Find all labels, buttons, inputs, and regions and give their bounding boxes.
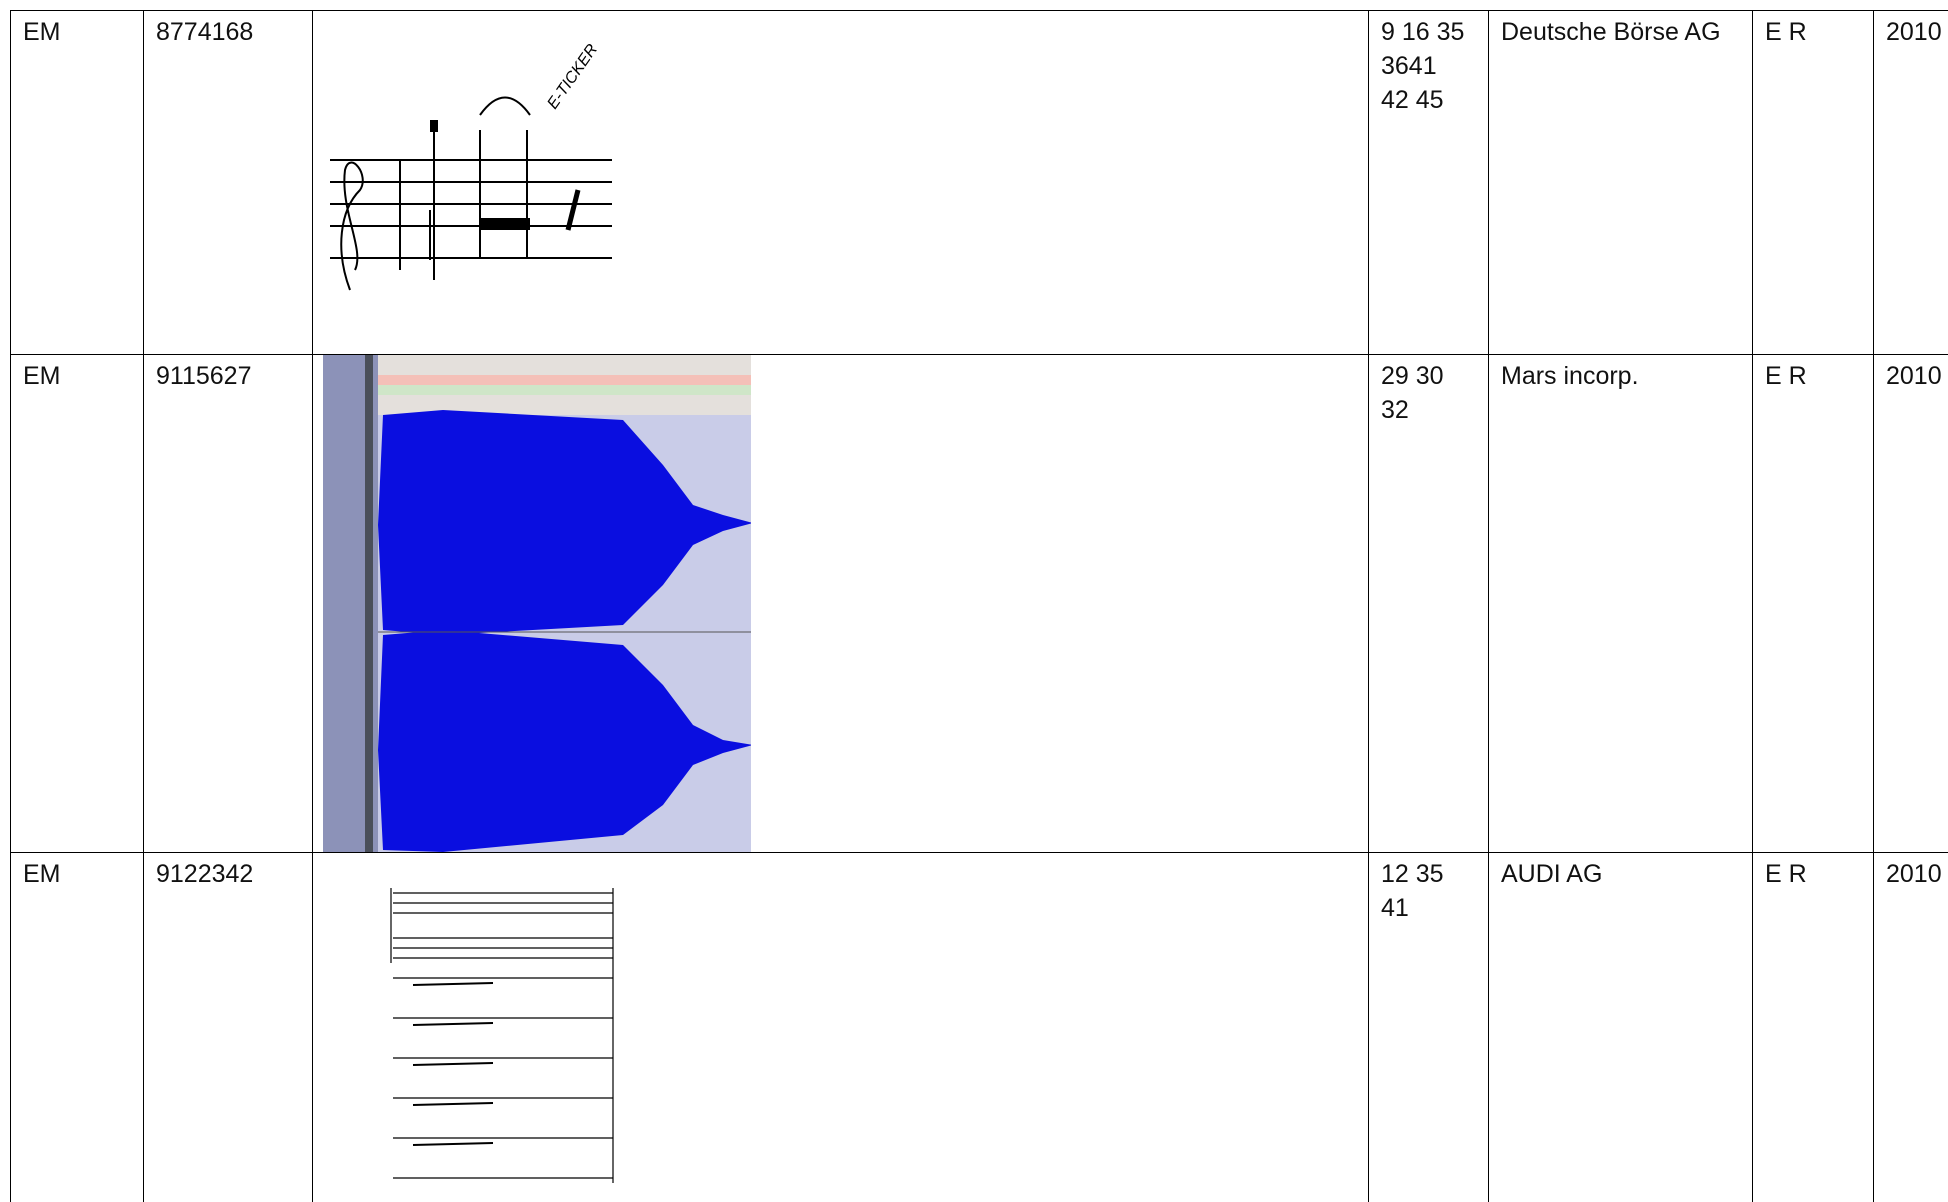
year-cell: 2010 <box>1873 852 1948 1202</box>
class-line: 9 16 35 <box>1381 18 1465 46</box>
classes-cell: 9 16 35 3641 42 45 <box>1368 10 1488 354</box>
image-text: E-TICKER <box>544 41 601 112</box>
classes-cell: 12 35 41 <box>1368 852 1488 1202</box>
image-cell <box>312 354 1368 852</box>
number-cell: 9115627 <box>143 354 312 852</box>
sound-mark-waveform <box>323 355 751 852</box>
image-cell <box>312 852 1368 1202</box>
sound-mark-score <box>390 888 614 1183</box>
year-cell: 2010 <box>1873 354 1948 852</box>
class-line: 42 45 <box>1381 86 1444 114</box>
number-cell: 8774168 <box>143 10 312 354</box>
owner-cell: Deutsche Börse AG <box>1488 10 1752 354</box>
number-cell: 9122342 <box>143 852 312 1202</box>
status-cell: E R <box>1752 10 1873 354</box>
class-line: 12 35 <box>1381 860 1444 888</box>
class-line: 3641 <box>1381 52 1437 80</box>
image-cell <box>312 10 1368 354</box>
class-line: 32 <box>1381 396 1409 424</box>
class-line: 41 <box>1381 894 1409 922</box>
class-line: 29 30 <box>1381 362 1444 390</box>
office-cell: EM <box>10 10 143 354</box>
classes-cell: 29 30 32 <box>1368 354 1488 852</box>
sound-mark-notation: E-TICKER <box>330 41 612 291</box>
office-cell: EM <box>10 852 143 1202</box>
office-cell: EM <box>10 354 143 852</box>
year-cell: 2010 <box>1873 10 1948 354</box>
owner-cell: Mars incorp. <box>1488 354 1752 852</box>
status-cell: E R <box>1752 852 1873 1202</box>
owner-cell: AUDI AG <box>1488 852 1752 1202</box>
status-cell: E R <box>1752 354 1873 852</box>
